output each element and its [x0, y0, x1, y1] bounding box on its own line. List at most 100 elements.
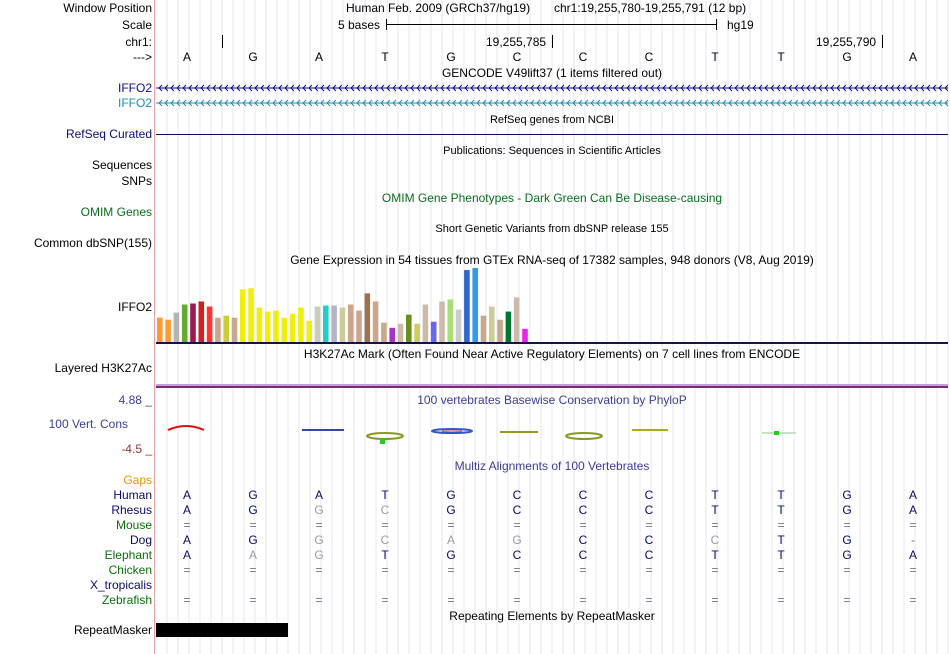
h3k27ac-title[interactable]: H3K27Ac Mark (Often Found Near Active Re…	[303, 347, 801, 361]
gtex-bar[interactable]	[439, 301, 445, 342]
repeatmasker-label[interactable]: RepeatMasker	[73, 623, 152, 637]
gtex-bar[interactable]	[223, 315, 229, 342]
omim-title[interactable]: OMIM Gene Phenotypes - Dark Green Can Be…	[381, 191, 723, 205]
gtex-title[interactable]: Gene Expression in 54 tissues from GTEx …	[290, 253, 814, 267]
gtex-bar[interactable]	[173, 312, 180, 342]
gtex-bar[interactable]	[455, 309, 462, 342]
phylop-mark	[565, 432, 603, 440]
phylop-title[interactable]: 100 vertebrates Basewise Conservation by…	[417, 393, 687, 407]
phylop-conservation-plot[interactable]	[156, 420, 948, 450]
gaps-label[interactable]: Gaps	[123, 473, 152, 487]
species-label[interactable]: Dog	[129, 533, 152, 547]
gtex-bar[interactable]	[206, 306, 213, 342]
gtex-bar[interactable]	[215, 317, 221, 342]
phylop-mark	[380, 439, 385, 444]
gtex-bar-chart[interactable]	[156, 266, 548, 342]
alignment-base: A	[182, 548, 191, 562]
species-label[interactable]: Mouse	[115, 518, 152, 532]
sequences-label[interactable]: Sequences	[91, 158, 152, 172]
alignment-base: C	[644, 548, 654, 562]
gtex-bar[interactable]	[198, 301, 205, 342]
gtex-bar[interactable]	[248, 288, 254, 342]
gtex-bar[interactable]	[347, 304, 354, 342]
h3k27ac-label[interactable]: Layered H3K27Ac	[54, 361, 152, 375]
species-label[interactable]: Human	[113, 488, 152, 502]
assembly-title: Human Feb. 2009 (GRCh37/hg19)	[346, 1, 531, 15]
multiz-title[interactable]: Multiz Alignments of 100 Vertebrates	[454, 459, 650, 473]
gtex-bar[interactable]	[256, 307, 263, 342]
alignment-base: C	[644, 533, 654, 547]
gtex-bar[interactable]	[181, 304, 188, 342]
gtex-bar[interactable]	[447, 299, 454, 342]
refseq-label[interactable]: RefSeq Curated	[65, 127, 152, 141]
strand-chevrons	[158, 84, 948, 92]
phylop-label[interactable]: 100 Vert. Cons	[48, 417, 128, 431]
ruler-tick	[882, 35, 883, 48]
species-label[interactable]: X_tropicalis	[89, 578, 152, 592]
window-position-value[interactable]: chr1:19,255,780-19,255,791 (12 bp)	[554, 1, 747, 15]
gtex-bar[interactable]	[406, 314, 412, 342]
gtex-bar[interactable]	[480, 315, 487, 342]
gtex-bar[interactable]	[472, 268, 478, 342]
gtex-bar[interactable]	[522, 328, 528, 342]
refseq-gene-line[interactable]	[156, 134, 948, 135]
omim-label[interactable]: OMIM Genes	[80, 205, 152, 219]
dbsnp-label[interactable]: Common dbSNP(155)	[33, 236, 152, 250]
gtex-bar[interactable]	[323, 305, 329, 342]
gtex-bar[interactable]	[240, 289, 246, 342]
repeatmasker-title[interactable]: Repeating Elements by RepeatMasker	[449, 609, 655, 623]
gtex-bar[interactable]	[264, 311, 271, 342]
alignment-base: =	[315, 563, 323, 577]
species-label[interactable]: Zebrafish	[101, 593, 152, 607]
gtex-bar[interactable]	[190, 303, 196, 342]
gtex-bar[interactable]	[464, 270, 470, 342]
refseq-title[interactable]: RefSeq genes from NCBI	[489, 114, 615, 126]
alignment-base: =	[645, 593, 653, 607]
gtex-bar[interactable]	[298, 307, 304, 342]
species-label[interactable]: Chicken	[108, 563, 152, 577]
h3k27ac-signal-band[interactable]	[156, 384, 948, 386]
gtex-bar[interactable]	[397, 323, 404, 342]
gencode-label-1[interactable]: IFFO2	[117, 81, 152, 95]
gtex-bar[interactable]	[165, 319, 171, 342]
gtex-bar[interactable]	[422, 304, 429, 342]
gtex-bar[interactable]	[314, 306, 321, 342]
gtex-bar[interactable]	[513, 297, 520, 342]
repeatmasker-element[interactable]	[156, 623, 288, 637]
gtex-bar[interactable]	[281, 317, 288, 342]
gtex-bar[interactable]	[306, 320, 312, 342]
gtex-bar[interactable]	[231, 317, 238, 342]
gtex-bar[interactable]	[356, 310, 362, 342]
alignment-base: C	[578, 488, 588, 502]
gtex-bar[interactable]	[364, 293, 371, 342]
gtex-bar[interactable]	[505, 311, 512, 342]
gtex-bar[interactable]	[289, 313, 296, 342]
species-label[interactable]: Elephant	[104, 548, 152, 562]
gencode-title[interactable]: GENCODE V49lift37 (1 items filtered out)	[441, 66, 663, 80]
gtex-bar[interactable]	[331, 305, 337, 342]
gtex-bar[interactable]	[372, 301, 379, 342]
gtex-bar[interactable]	[381, 322, 387, 342]
gtex-bar[interactable]	[389, 327, 395, 342]
base-letter: T	[381, 50, 389, 64]
h3k27ac-signal-base	[156, 386, 948, 388]
gtex-label[interactable]: IFFO2	[117, 300, 152, 314]
gtex-bar[interactable]	[157, 317, 163, 342]
snps-label[interactable]: SNPs	[121, 174, 152, 188]
dbsnp-title[interactable]: Short Genetic Variants from dbSNP releas…	[435, 223, 669, 235]
gtex-bar[interactable]	[497, 319, 503, 342]
gencode-label-2[interactable]: IFFO2	[117, 96, 152, 110]
gtex-bar[interactable]	[339, 307, 346, 342]
publications-title[interactable]: Publications: Sequences in Scientific Ar…	[443, 145, 661, 157]
species-label[interactable]: Rhesus	[111, 503, 152, 517]
alignment-base: A	[248, 548, 257, 562]
gtex-bar[interactable]	[414, 323, 420, 342]
gtex-bar[interactable]	[273, 310, 279, 342]
alignment-base: =	[249, 518, 257, 532]
gtex-bar[interactable]	[489, 306, 495, 342]
gtex-bar[interactable]	[430, 321, 437, 342]
alignment-base: C	[578, 503, 588, 517]
alignment-base: G	[314, 548, 324, 562]
gencode-transcripts[interactable]	[156, 82, 948, 110]
alignment-base: =	[843, 593, 851, 607]
